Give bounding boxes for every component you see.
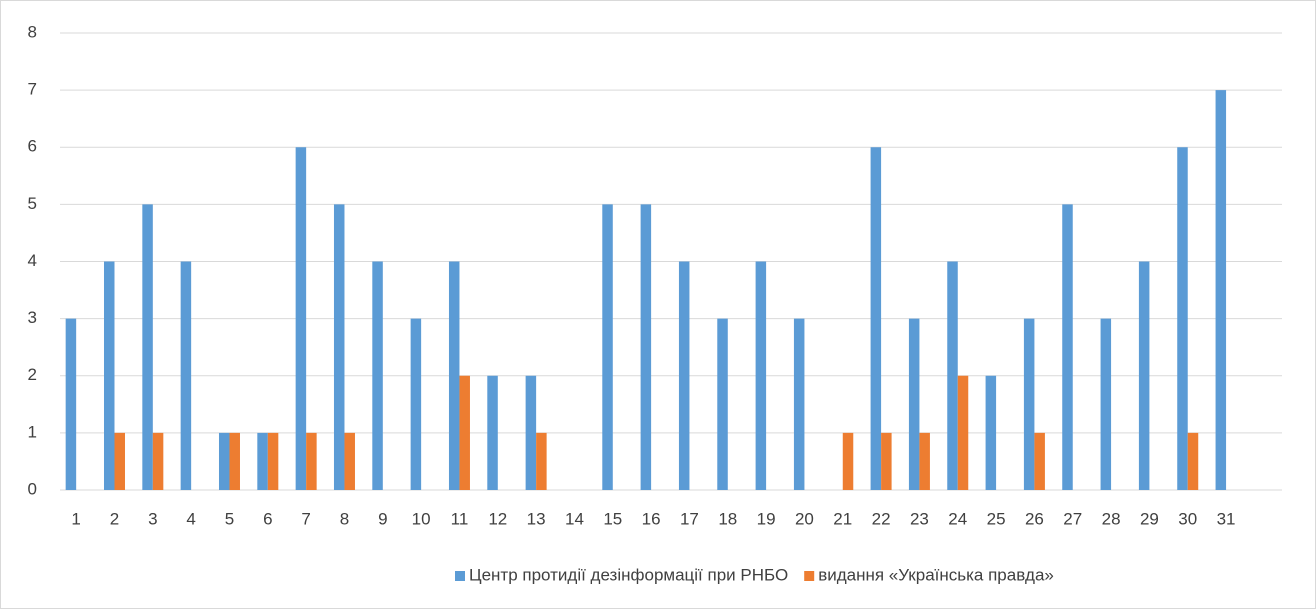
x-tick-label: 22 [872, 509, 891, 528]
x-tick-label: 4 [186, 509, 195, 528]
bar [1187, 432, 1199, 490]
y-tick-label: 3 [28, 308, 37, 327]
x-tick-label: 29 [1140, 509, 1159, 528]
bar [267, 432, 279, 490]
bar [459, 375, 470, 490]
bar [525, 375, 537, 490]
bar [372, 261, 383, 490]
y-tick-label: 4 [28, 251, 37, 270]
bar [640, 204, 652, 490]
y-tick-label: 5 [28, 194, 37, 213]
bar [229, 432, 240, 490]
y-tick-label: 1 [28, 422, 37, 441]
bar [344, 432, 355, 490]
bar [1023, 318, 1035, 490]
bar [947, 261, 958, 490]
bar [487, 375, 498, 490]
y-tick-label: 0 [28, 479, 37, 498]
bar [152, 432, 164, 490]
legend-swatch [455, 571, 465, 581]
bar [1138, 261, 1150, 490]
y-tick-label: 2 [28, 365, 37, 384]
bar [65, 318, 77, 490]
bar [103, 261, 115, 490]
bar [842, 432, 854, 490]
x-tick-label: 15 [603, 509, 622, 528]
x-tick-label: 8 [340, 509, 349, 528]
bar [295, 147, 307, 490]
bar [755, 261, 767, 490]
x-tick-label: 7 [301, 509, 310, 528]
bar [142, 204, 153, 490]
x-tick-label: 17 [680, 509, 699, 528]
y-tick-label: 7 [28, 80, 37, 99]
bar [306, 432, 317, 490]
bar [793, 318, 805, 490]
bar [602, 204, 613, 490]
x-tick-label: 12 [488, 509, 507, 528]
bar [410, 318, 422, 490]
bar [957, 375, 969, 490]
x-tick-label: 26 [1025, 509, 1044, 528]
y-tick-label: 8 [28, 22, 37, 41]
legend-swatch [804, 571, 815, 581]
bar [218, 432, 230, 490]
x-tick-label: 27 [1063, 509, 1082, 528]
x-tick-label: 20 [795, 509, 814, 528]
x-tick-label: 31 [1217, 509, 1236, 528]
x-tick-label: 18 [718, 509, 737, 528]
x-tick-label: 16 [642, 509, 661, 528]
bar [114, 432, 125, 490]
x-tick-label: 5 [225, 509, 234, 528]
x-tick-label: 10 [412, 509, 431, 528]
x-tick-label: 14 [565, 509, 584, 528]
x-tick-label: 11 [451, 509, 469, 528]
bar [1177, 147, 1188, 490]
legend-label: видання «Українська правда» [818, 565, 1054, 584]
bar [870, 147, 882, 490]
x-tick-label: 9 [378, 509, 387, 528]
y-tick-label: 6 [28, 137, 37, 156]
bar [257, 432, 268, 490]
bar [1215, 90, 1227, 490]
bar [448, 261, 460, 490]
x-tick-label: 1 [71, 509, 80, 528]
bar [180, 261, 192, 490]
bar [1062, 204, 1073, 490]
legend-label: Центр протидії дезінформації при РНБО [469, 565, 788, 584]
bar [333, 204, 345, 490]
bar [919, 432, 930, 490]
bar [717, 318, 728, 490]
x-tick-label: 19 [757, 509, 776, 528]
bar [1034, 432, 1045, 490]
x-tick-label: 3 [148, 509, 157, 528]
bar [908, 318, 920, 490]
bar [678, 261, 690, 490]
x-tick-label: 28 [1102, 509, 1121, 528]
x-tick-label: 23 [910, 509, 929, 528]
x-tick-label: 6 [263, 509, 272, 528]
bar [985, 375, 997, 490]
x-tick-label: 24 [948, 509, 967, 528]
x-tick-label: 30 [1178, 509, 1197, 528]
bar [881, 432, 892, 490]
x-tick-label: 2 [110, 509, 119, 528]
x-tick-label: 21 [833, 509, 852, 528]
bar [1100, 318, 1112, 490]
bar [536, 432, 547, 490]
x-tick-label: 13 [527, 509, 546, 528]
x-tick-label: 25 [987, 509, 1006, 528]
